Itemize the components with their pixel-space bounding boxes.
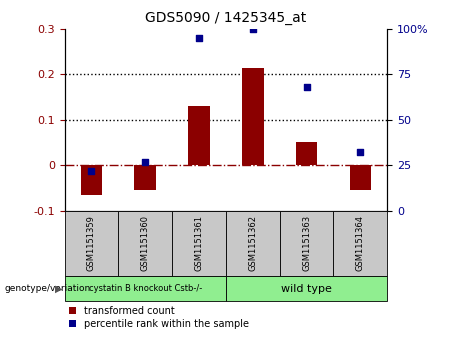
Point — [195, 35, 203, 41]
Bar — [118, 211, 172, 276]
Bar — [280, 211, 333, 276]
Bar — [81, 165, 102, 195]
Text: GSM1151364: GSM1151364 — [356, 215, 365, 271]
Bar — [135, 165, 156, 190]
Bar — [172, 211, 226, 276]
Bar — [242, 68, 264, 165]
Legend: transformed count, percentile rank within the sample: transformed count, percentile rank withi… — [70, 306, 249, 329]
Bar — [296, 142, 317, 165]
Point — [249, 26, 256, 32]
Text: GSM1151360: GSM1151360 — [141, 215, 150, 271]
Bar — [226, 211, 280, 276]
Text: cystatin B knockout Cstb-/-: cystatin B knockout Cstb-/- — [89, 284, 202, 293]
Text: wild type: wild type — [281, 284, 332, 294]
Point — [88, 168, 95, 174]
Text: GSM1151361: GSM1151361 — [195, 215, 203, 271]
Point — [303, 84, 310, 90]
Text: GSM1151362: GSM1151362 — [248, 215, 257, 271]
Bar — [65, 211, 118, 276]
Text: GSM1151359: GSM1151359 — [87, 215, 96, 271]
Text: GSM1151363: GSM1151363 — [302, 215, 311, 271]
Text: genotype/variation: genotype/variation — [5, 284, 91, 293]
Text: ▶: ▶ — [55, 284, 62, 294]
Bar — [349, 165, 371, 190]
Point — [357, 150, 364, 155]
Point — [142, 159, 149, 164]
Bar — [226, 276, 387, 301]
Title: GDS5090 / 1425345_at: GDS5090 / 1425345_at — [145, 11, 307, 25]
Bar — [333, 211, 387, 276]
Bar — [65, 276, 226, 301]
Bar — [188, 106, 210, 165]
